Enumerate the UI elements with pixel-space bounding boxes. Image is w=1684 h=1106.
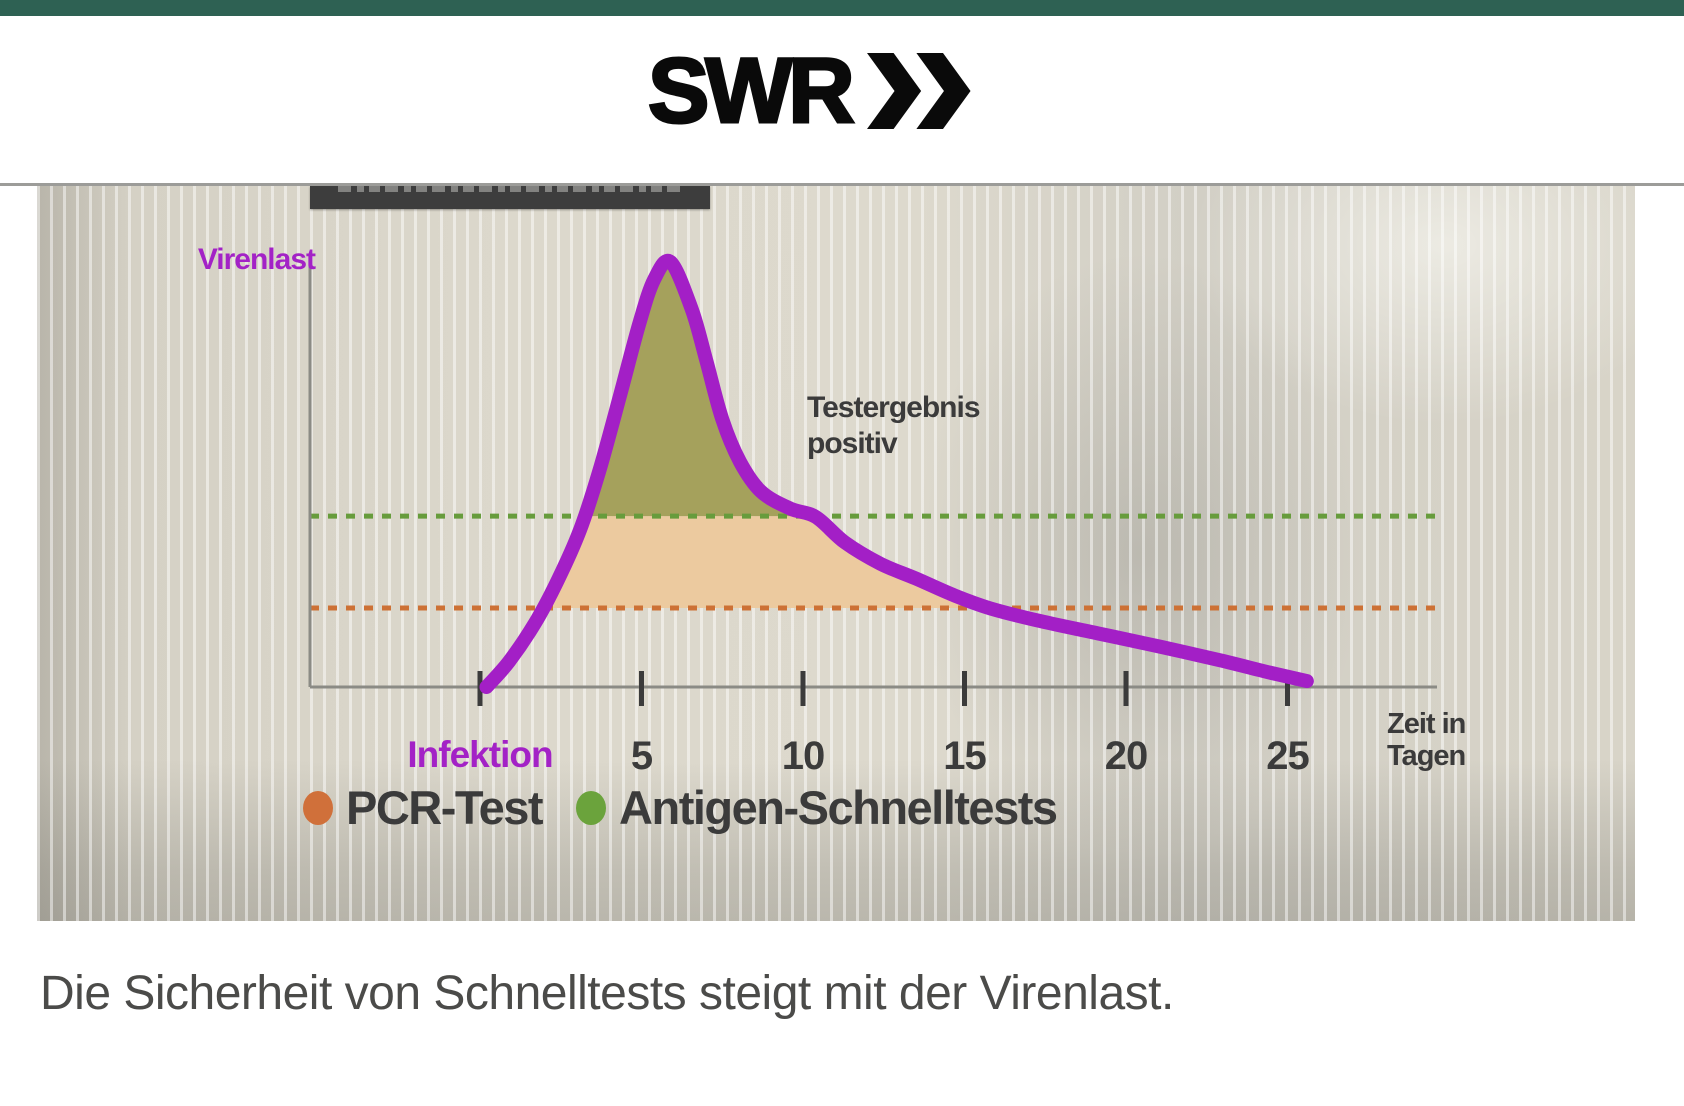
legend-label: Antigen-Schnelltests	[619, 781, 1058, 834]
clipped-title-text-remnant	[338, 186, 682, 192]
x-tick-label-10: 10	[781, 734, 826, 778]
annotation-line-2: positiv	[807, 427, 898, 460]
virus-load-plot	[308, 253, 1437, 706]
x-axis-label-line-2: Tagen	[1387, 740, 1466, 772]
top-accent-bar	[0, 0, 1684, 16]
x-tick-label-5: 5	[630, 734, 653, 778]
legend-label: PCR-Test	[346, 781, 544, 834]
video-still: Virenlast Testergebnis positiv Infektion…	[37, 186, 1635, 921]
x-axis-label: Zeit in Tagen	[1387, 708, 1466, 772]
legend-item-antigen-schnelltests: Antigen-Schnelltests	[576, 780, 1058, 835]
pcr-positive-area	[543, 516, 989, 608]
legend-item-pcr-test: PCR-Test	[303, 780, 544, 835]
x-tick-label-infektion: Infektion	[407, 734, 553, 775]
swr-logo-text: SWR	[647, 40, 857, 142]
legend-dot-icon	[576, 790, 607, 825]
x-axis-label-line-1: Zeit in	[1387, 708, 1466, 740]
swr-logo-chevrons-icon	[866, 53, 971, 129]
annotation-testergebnis-positiv: Testergebnis positiv	[807, 390, 980, 462]
x-tick-label-25: 25	[1266, 734, 1310, 778]
y-axis-label: Virenlast	[197, 243, 316, 276]
swr-logo: SWR	[647, 40, 971, 142]
legend: PCR-Test Antigen-Schnelltests	[303, 780, 1058, 835]
clipped-title-bar	[310, 186, 710, 209]
x-tick-label-20: 20	[1104, 734, 1149, 778]
header-divider	[0, 183, 1684, 186]
virus-load-curve	[479, 253, 1314, 694]
caption: Die Sicherheit von Schnelltests steigt m…	[40, 967, 1174, 1020]
antigen-positive-area	[585, 260, 815, 517]
legend-dot-icon	[303, 790, 333, 825]
annotation-line-1: Testergebnis	[807, 391, 980, 424]
x-tick-label-15: 15	[943, 734, 987, 778]
